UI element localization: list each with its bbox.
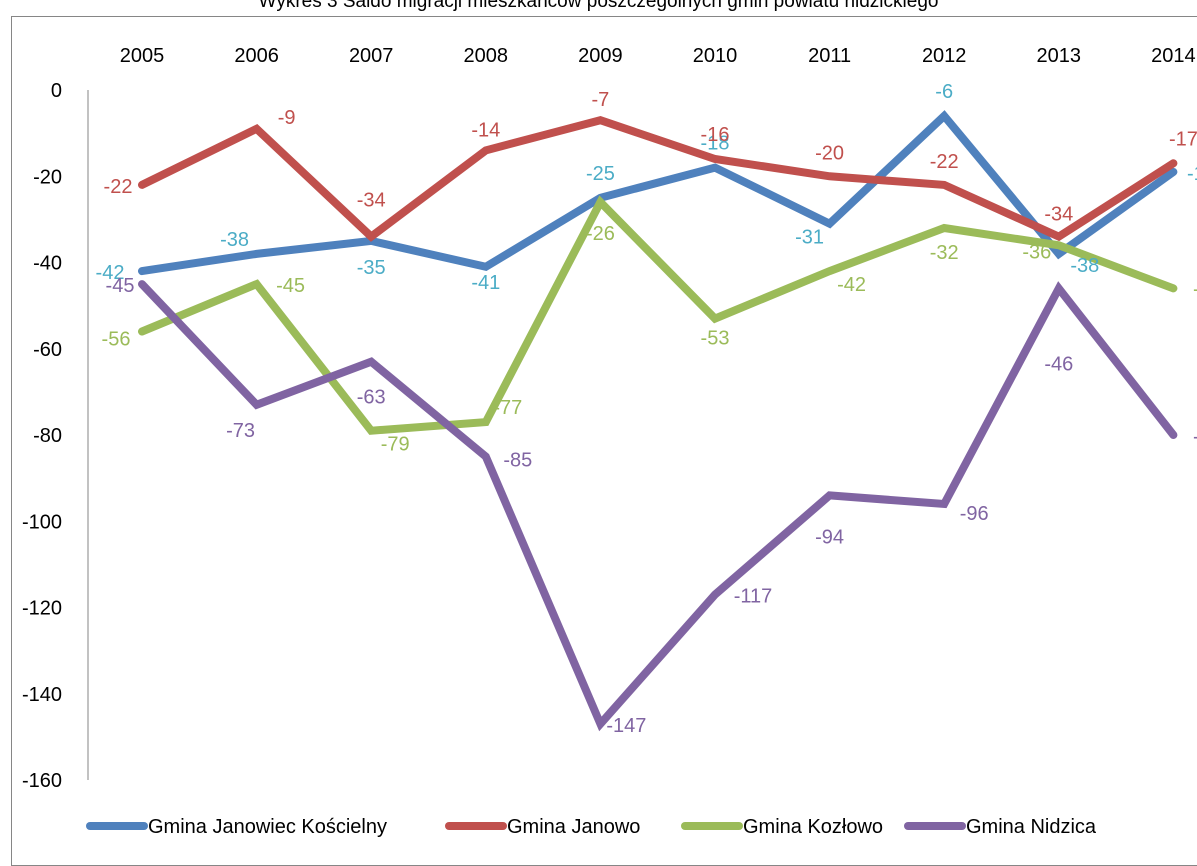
y-tick-label: -120: [22, 598, 62, 620]
legend-label: Gmina Janowo: [507, 816, 640, 838]
data-label: -45: [106, 275, 135, 297]
chart-title: Wykres 3 Saldo migracji mieszkańców posz…: [258, 0, 939, 12]
y-tick-label: -80: [33, 425, 62, 447]
series-line: [138, 280, 1178, 732]
data-label: -7: [592, 89, 610, 111]
x-tick-label: 2014: [1151, 45, 1196, 67]
data-label: -56: [102, 329, 131, 351]
legend: Gmina Janowiec Kościelny Gmina Janowo Gmin…: [86, 816, 1097, 838]
x-tick-label: 2006: [234, 45, 279, 67]
data-label: -41: [471, 272, 500, 294]
data-label: -17: [1169, 128, 1197, 150]
data-label: -22: [930, 151, 959, 173]
data-label: -42: [96, 262, 125, 284]
data-label: -147: [606, 715, 646, 737]
data-label: -38: [1070, 255, 1099, 277]
x-tick-label: 2009: [578, 45, 623, 67]
series-line: [138, 195, 1178, 435]
x-axis-tick-labels: 2005 2006 2007 2008 2009 2010 2011 2012 2013 2014: [120, 45, 1196, 67]
legend-label: Gmina Kozłowo: [743, 816, 883, 838]
data-label: -20: [815, 142, 844, 164]
x-tick-label: 2013: [1037, 45, 1082, 67]
data-label: -31: [795, 227, 824, 249]
data-label: -16: [701, 124, 730, 146]
data-labels: -42 -38 -35 -41 -25 -18 -31 -6 -38 -19 -22 -9 -34 -14…: [96, 81, 1197, 737]
y-tick-label: -160: [22, 770, 62, 792]
data-label: -63: [357, 387, 386, 409]
data-label: -32: [930, 242, 959, 264]
data-label: -79: [381, 434, 410, 456]
data-label: -36: [1022, 241, 1051, 263]
data-label: -46: [1044, 353, 1073, 375]
data-label: -53: [701, 328, 730, 350]
y-tick-label: -40: [33, 253, 62, 275]
y-axis-tick-labels: 0 -20 -40 -60 -80 -100 -120 -140 -160: [22, 80, 62, 792]
data-label: -34: [1044, 204, 1073, 226]
x-tick-label: 2011: [808, 45, 851, 67]
series-lines: [138, 110, 1178, 732]
data-label: -22: [104, 176, 133, 198]
y-tick-label: -60: [33, 339, 62, 361]
data-label: -94: [815, 526, 844, 548]
data-label: -18: [701, 133, 730, 155]
data-label: -46: [1193, 278, 1197, 300]
legend-label: Gmina Janowiec Kościelny: [148, 816, 387, 838]
data-label: -96: [960, 503, 989, 525]
legend-label: Gmina Nidzica: [966, 816, 1097, 838]
data-label: -35: [357, 257, 386, 279]
data-label: -77: [493, 397, 522, 419]
data-label: -25: [586, 163, 615, 185]
data-label: -19: [1187, 163, 1197, 185]
data-label: -9: [278, 107, 296, 129]
x-tick-label: 2008: [464, 45, 509, 67]
data-label: -80: [1193, 426, 1197, 448]
data-label: -45: [276, 275, 305, 297]
y-tick-label: -140: [22, 684, 62, 706]
series-line: [138, 110, 1178, 276]
x-tick-label: 2007: [349, 45, 394, 67]
y-tick-label: -100: [22, 511, 62, 533]
x-tick-label: 2012: [922, 45, 967, 67]
x-tick-label: 2010: [693, 45, 738, 67]
y-tick-label: -20: [33, 166, 62, 188]
x-tick-label: 2005: [120, 45, 165, 67]
data-label: -117: [734, 586, 773, 608]
data-label: -6: [935, 81, 953, 103]
y-tick-label: 0: [51, 80, 62, 102]
data-label: -34: [357, 190, 386, 212]
data-label: -26: [586, 223, 615, 245]
data-label: -85: [503, 450, 532, 472]
data-label: -38: [220, 229, 249, 251]
data-label: -42: [837, 274, 866, 296]
data-label: -73: [226, 420, 255, 442]
data-label: -14: [471, 119, 500, 141]
series-line: [138, 116, 1178, 242]
